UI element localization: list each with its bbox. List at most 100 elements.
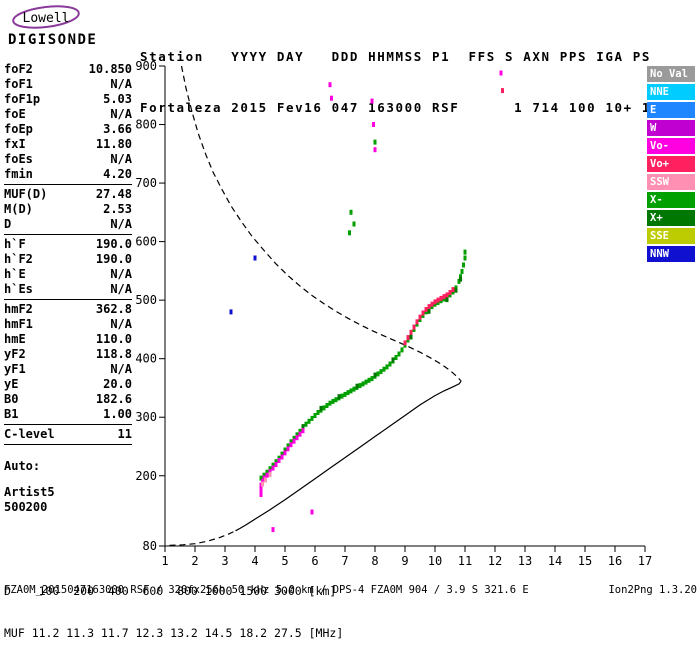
x-tick-label: 13 xyxy=(518,554,532,568)
param-value: N/A xyxy=(110,267,132,281)
param-label: h`Es xyxy=(4,282,33,296)
echo-point xyxy=(460,269,464,274)
footer-program-version: Ion2Png 1.3.20 xyxy=(608,584,697,596)
echo-point xyxy=(229,309,233,315)
param-label: M(D) xyxy=(4,202,33,216)
echo-point xyxy=(412,324,416,330)
param-row: B0 182.6 xyxy=(4,392,132,407)
param-value: 20.0 xyxy=(103,377,132,391)
y-tick-label: 300 xyxy=(135,410,157,424)
trace-NNW xyxy=(229,255,257,315)
artist-code: 500200 xyxy=(4,500,48,514)
x-tick-label: 9 xyxy=(401,554,408,568)
x-tick-label: 2 xyxy=(191,554,198,568)
echo-point xyxy=(400,347,404,353)
topside-profile-dashed xyxy=(180,65,461,381)
echo-point xyxy=(328,82,332,88)
trace-Vo+ xyxy=(403,287,455,346)
echo-point xyxy=(286,443,290,449)
echo-point xyxy=(406,335,410,341)
param-label: yF1 xyxy=(4,362,26,376)
x-tick-label: 14 xyxy=(548,554,562,568)
echo-point xyxy=(373,147,377,153)
echo-point xyxy=(277,458,281,463)
echo-point xyxy=(301,424,305,430)
legend-item: SSE xyxy=(647,228,695,244)
footer-bar: FZA0M_2015047163000.RSF / 320fx256h 50 k… xyxy=(4,584,697,596)
echo-point xyxy=(295,432,299,438)
param-label: foEp xyxy=(4,122,33,136)
echo-point xyxy=(319,405,323,411)
auto-label: Auto: xyxy=(4,459,41,473)
param-label: foF1 xyxy=(4,77,33,91)
true-height-profile-solid xyxy=(235,380,462,532)
echo-point xyxy=(424,307,428,312)
trace-Vo- xyxy=(259,428,305,497)
x-tick-label: 11 xyxy=(458,554,472,568)
echo-point xyxy=(499,70,503,76)
param-value: 11 xyxy=(117,427,132,441)
param-label: foEs xyxy=(4,152,33,166)
echo-point xyxy=(501,88,504,94)
legend-item: SSW xyxy=(647,174,695,190)
y-tick-label: 800 xyxy=(135,118,157,132)
header-column-titles: Station YYYY DAY DDD HHMMSS P1 FFS S AXN… xyxy=(140,49,652,64)
echo-point xyxy=(409,334,413,340)
echo-point xyxy=(439,295,443,301)
param-label: hmF1 xyxy=(4,317,33,331)
echo-point xyxy=(445,292,449,298)
echo-point xyxy=(409,329,413,335)
echo-point xyxy=(298,428,302,434)
param-value: N/A xyxy=(110,362,132,376)
echo-point xyxy=(454,287,458,293)
y-tick-label: 900 xyxy=(135,59,157,73)
echo-point xyxy=(268,472,272,478)
x-tick-label: 5 xyxy=(281,554,288,568)
param-group: foF2 10.850 foF1 N/A foF1p 5.03 foE N/A foEp 3.66… xyxy=(4,62,132,185)
echo-point xyxy=(373,372,377,378)
echo-point xyxy=(391,357,395,363)
echo-point xyxy=(274,462,278,468)
echo-point xyxy=(348,230,351,236)
param-label: fxI xyxy=(4,137,26,151)
echo-point xyxy=(382,366,386,372)
echo-point xyxy=(346,390,350,396)
ionogram-chart: 900 800 700 600 500 400 300 200 80 1 2 3 4 5 6 7 8 9 10 11 1… xyxy=(130,56,662,574)
param-label: foE xyxy=(4,107,26,121)
param-value: N/A xyxy=(110,282,132,296)
echo-point xyxy=(364,379,368,385)
echo-point xyxy=(343,391,347,397)
echo-point xyxy=(403,340,407,346)
echo-point xyxy=(331,398,335,404)
trace-Vo+-noise xyxy=(501,88,504,94)
muf-values-row: MUF 11.2 11.3 11.7 12.3 13.2 14.5 18.2 2… xyxy=(4,626,344,640)
y-tick-label: 700 xyxy=(135,176,157,190)
lowell-digisonde-logo: Lowell DIGISONDE xyxy=(6,4,124,54)
param-row: fmin 4.20 xyxy=(4,167,132,182)
echo-point xyxy=(415,319,419,325)
param-row: foF2 10.850 xyxy=(4,62,132,77)
param-label: foF1p xyxy=(4,92,41,106)
param-value: N/A xyxy=(110,107,132,121)
param-value: 2.53 xyxy=(103,202,132,216)
echo-point xyxy=(310,415,314,421)
legend-item: X- xyxy=(647,192,695,208)
echo-point xyxy=(340,393,344,399)
param-row: B1 1.00 xyxy=(4,407,132,422)
echo-point xyxy=(361,381,365,387)
echo-point xyxy=(418,314,422,320)
param-value: 110.0 xyxy=(95,332,132,346)
echo-point xyxy=(325,403,329,408)
echo-point xyxy=(313,413,317,418)
echo-point xyxy=(316,410,320,415)
echo-point xyxy=(358,383,362,389)
param-label: yF2 xyxy=(4,347,26,361)
echo-point xyxy=(264,477,267,483)
legend-item: X+ xyxy=(647,210,695,226)
echo-point xyxy=(265,472,269,478)
x-tick-label: 1 xyxy=(161,554,168,568)
param-row: foEs N/A xyxy=(4,152,132,167)
echo-point xyxy=(463,249,467,255)
footer-file-info: FZA0M_2015047163000.RSF / 320fx256h 50 k… xyxy=(4,584,529,596)
echo-point xyxy=(280,454,284,460)
